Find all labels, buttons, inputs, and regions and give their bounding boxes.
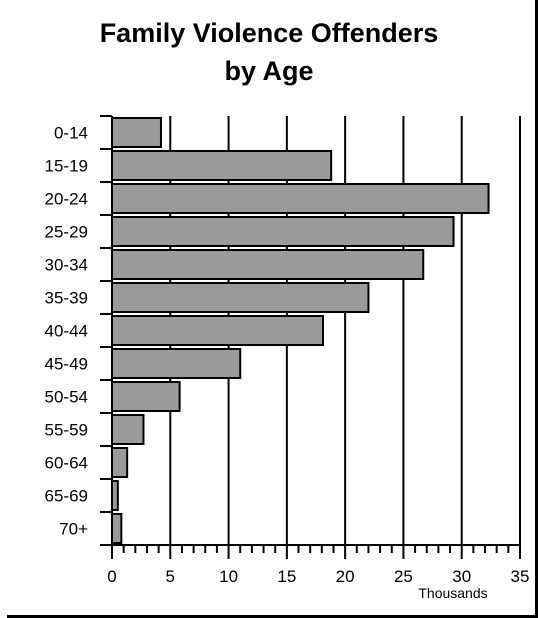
- chart-subtitle: by Age: [224, 56, 314, 86]
- y-category-label: 60-64: [45, 454, 88, 473]
- axes: [100, 115, 521, 559]
- bar: [111, 348, 242, 379]
- y-category-label: 45-49: [45, 355, 88, 374]
- bar: [111, 447, 129, 478]
- x-tick-label: 0: [107, 567, 116, 586]
- y-category-label: 50-54: [45, 388, 88, 407]
- y-category-label: 65-69: [45, 487, 88, 506]
- tick-labels: 0 5 10 15 20 25 30 35: [107, 567, 529, 586]
- bar: [111, 282, 370, 313]
- x-tick-label: 25: [394, 567, 413, 586]
- x-unit-label: Thousands: [418, 585, 487, 601]
- bar: [111, 117, 162, 148]
- bar: [111, 513, 123, 544]
- category-labels: 0-14 15-19 20-24 25-29 30-34 35-39 40-44 45-49 5…: [45, 124, 89, 539]
- chart-frame: [7, 0, 538, 618]
- x-tick-label: 15: [277, 567, 296, 586]
- y-category-label: 35-39: [45, 289, 88, 308]
- chart-title: Family Violence Offenders: [99, 18, 439, 48]
- bar: [111, 249, 425, 280]
- y-category-label: 40-44: [45, 322, 88, 341]
- y-category-label: 55-59: [45, 421, 88, 440]
- chart-title-block: Family Violence Offenders by Age: [0, 14, 538, 90]
- y-category-label: 15-19: [45, 157, 88, 176]
- bar: [111, 183, 490, 214]
- x-tick-label: 5: [166, 567, 175, 586]
- bar: [111, 216, 455, 247]
- x-tick-label: 20: [336, 567, 355, 586]
- bars: [111, 117, 490, 544]
- y-category-label: 20-24: [45, 190, 88, 209]
- y-category-label: 0-14: [54, 124, 88, 143]
- y-category-label: 70+: [59, 520, 88, 539]
- bar: [111, 381, 181, 412]
- bar: [111, 414, 145, 445]
- y-category-label: 30-34: [45, 256, 88, 275]
- y-category-label: 25-29: [45, 223, 88, 242]
- x-tick-label: 10: [219, 567, 238, 586]
- x-tick-label: 30: [452, 567, 471, 586]
- x-tick-label: 35: [511, 567, 530, 586]
- bar: [111, 150, 333, 181]
- bar: [111, 315, 324, 346]
